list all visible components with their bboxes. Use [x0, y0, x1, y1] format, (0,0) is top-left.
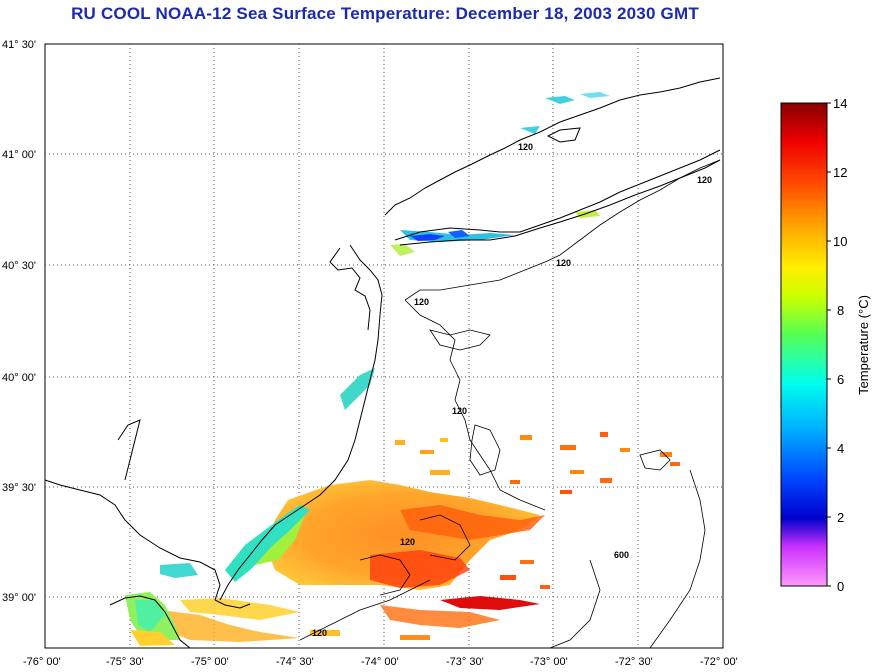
isobath-label: 120	[697, 175, 712, 185]
isobath-label: 120	[556, 258, 571, 268]
lat-label: 39° 00'	[2, 592, 36, 604]
colorbar-tick-label: 6	[837, 372, 844, 387]
lon-label: -73° 00'	[530, 656, 568, 668]
colorbar-gradient	[780, 102, 828, 587]
colorbar-tick-label: 8	[837, 303, 844, 318]
colorbar-tick-label: 14	[833, 96, 847, 111]
lat-label: 40° 30'	[2, 260, 36, 272]
sst-warm-patch	[160, 480, 545, 642]
lat-label: 41° 30'	[2, 39, 36, 51]
isobath-label: 120	[312, 628, 327, 638]
colorbar-tick-label: 12	[833, 165, 847, 180]
colorbar: 14 12 10 8 6 4 2 0 Temperature (°C)	[780, 96, 871, 594]
map-title: RU COOL NOAA-12 Sea Surface Temperature:…	[71, 4, 699, 23]
isobath-contours	[299, 159, 721, 649]
colorbar-tick-label: 0	[837, 579, 844, 594]
lat-label: 41° 00'	[2, 149, 36, 161]
lon-label: -72° 30'	[615, 656, 653, 668]
lon-label: -76° 00'	[23, 656, 61, 668]
lat-labels: 41° 30' 41° 00' 40° 30' 40° 00' 39° 30' …	[2, 39, 36, 604]
lon-label: -75° 30'	[106, 656, 144, 668]
isobath-label: 120	[518, 142, 533, 152]
colorbar-tick-label: 2	[837, 510, 844, 525]
lon-labels: -76° 00' -75° 30' -75° 00' -74° 30' -74°…	[23, 656, 738, 668]
lon-label: -73° 30'	[446, 656, 484, 668]
sst-speckles	[310, 432, 680, 640]
lon-label: -75° 00'	[191, 656, 229, 668]
lon-label: -74° 00'	[361, 656, 399, 668]
lon-label: -74° 30'	[276, 656, 314, 668]
lat-label: 39° 30'	[2, 482, 36, 494]
colorbar-ticks	[827, 102, 831, 587]
colorbar-tick-label: 10	[833, 234, 847, 249]
isobath-label: 600	[614, 550, 629, 560]
graticule	[45, 44, 723, 648]
isobath-label: 120	[400, 537, 415, 547]
colorbar-tick-label: 4	[837, 441, 844, 456]
isobath-label: 120	[414, 297, 429, 307]
lat-label: 40° 00'	[2, 372, 36, 384]
isobath-label: 120	[452, 406, 467, 416]
colorbar-title: Temperature (°C)	[856, 295, 871, 395]
lon-label: -72° 00'	[700, 656, 738, 668]
sst-cold-band	[125, 92, 610, 646]
